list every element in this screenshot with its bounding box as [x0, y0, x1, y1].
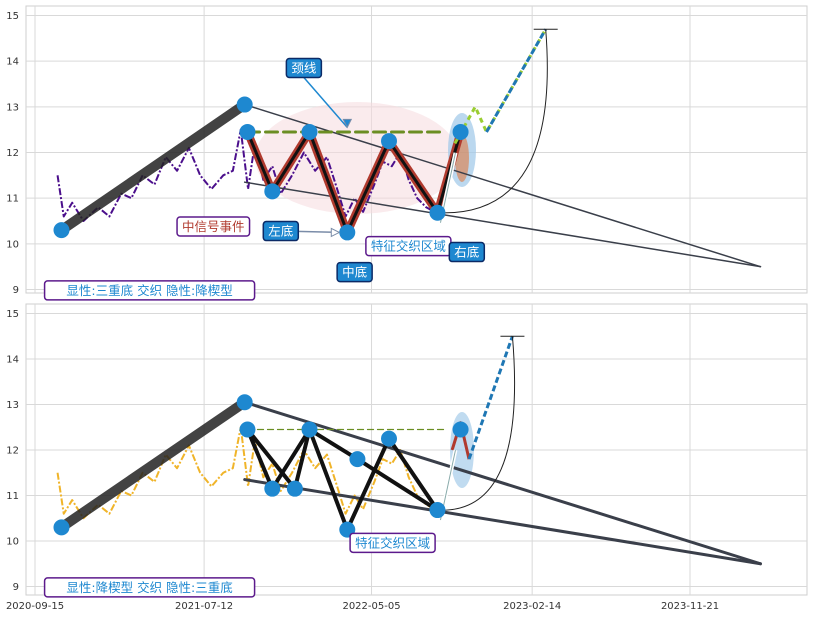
annotation-arrow — [303, 77, 348, 128]
turning-point-marker — [264, 183, 281, 200]
turning-point-marker — [53, 519, 70, 536]
pattern-zigzag-line — [245, 427, 440, 532]
turning-point-marker — [349, 451, 366, 468]
turning-point-marker — [301, 421, 318, 438]
annotation-label: 特征交织区域 — [371, 239, 446, 254]
y-tick-label: 11 — [6, 491, 19, 502]
annotation-label: 中底 — [342, 265, 367, 280]
annotation-box — [448, 241, 486, 263]
annotation-box — [349, 532, 436, 554]
turning-point-marker — [452, 123, 469, 140]
y-tick-label: 12 — [6, 148, 19, 159]
trend-line-rise — [56, 397, 250, 533]
annotation-label: 中信号事件 — [182, 219, 245, 234]
annotation-label: 显性:三重底 交织 隐性:降楔型 — [66, 283, 232, 298]
annotation-box — [43, 280, 256, 301]
y-tick-label: 13 — [6, 400, 19, 411]
turning-point-marker — [239, 123, 256, 140]
target-projection-arc — [437, 29, 548, 214]
x-tick-label: 2023-02-14 — [503, 601, 561, 612]
y-tick-label: 12 — [6, 446, 19, 457]
turning-point-marker — [380, 133, 397, 150]
annotation-label: 显性:降楔型 交织 隐性:三重底 — [66, 580, 232, 595]
turning-point-marker — [236, 96, 253, 113]
turning-point-marker — [380, 430, 397, 447]
x-tick-label: 2023-11-21 — [661, 601, 719, 612]
trend-line-rise — [56, 99, 250, 236]
turning-point-marker — [452, 421, 469, 438]
y-tick-label: 9 — [13, 285, 19, 296]
turning-point-marker — [429, 502, 446, 519]
x-tick-label: 2022-05-05 — [342, 601, 400, 612]
annotation-label: 左底 — [268, 224, 293, 239]
y-tick-label: 15 — [6, 309, 19, 320]
y-tick-label: 9 — [13, 582, 19, 593]
y-tick-label: 13 — [6, 102, 19, 113]
annotation-box — [43, 577, 256, 598]
panel-bottom: 9 10 11 12 13 14 15 2020-09-15 2021-07-12 2022-05… — [6, 303, 808, 612]
x-tick-label: 2021-07-12 — [175, 601, 233, 612]
annotation-box — [176, 216, 251, 237]
y-tick-label: 11 — [6, 194, 19, 205]
turning-point-marker — [339, 224, 356, 241]
y-tick-label: 15 — [6, 11, 19, 22]
y-tick-label: 14 — [6, 57, 19, 68]
turning-point-marker — [236, 394, 253, 411]
turning-point-marker — [53, 222, 70, 239]
turning-point-marker — [301, 123, 318, 140]
turning-point-marker — [239, 421, 256, 438]
annotation-label: 右底 — [454, 245, 479, 260]
annotation-box — [285, 57, 323, 79]
turning-point-marker — [264, 480, 281, 497]
annotation-box — [262, 220, 300, 242]
breakout-line — [467, 335, 514, 460]
annotation-arrowhead — [342, 118, 353, 129]
annotation-label: 颈线 — [291, 61, 317, 76]
trend-line-lower — [243, 478, 762, 566]
target-projection-arc — [437, 336, 516, 511]
annotation-label: 特征交织区域 — [355, 535, 430, 550]
x-tick-label: 2020-09-15 — [6, 601, 64, 612]
turning-point-marker — [286, 480, 303, 497]
annotation-box — [336, 261, 373, 283]
breakout-line — [485, 28, 547, 133]
y-tick-label: 10 — [6, 239, 19, 250]
y-tick-label: 14 — [6, 355, 19, 366]
annotation-arrowhead — [330, 227, 341, 238]
turning-point-marker — [429, 204, 446, 221]
y-tick-label: 10 — [6, 537, 19, 548]
